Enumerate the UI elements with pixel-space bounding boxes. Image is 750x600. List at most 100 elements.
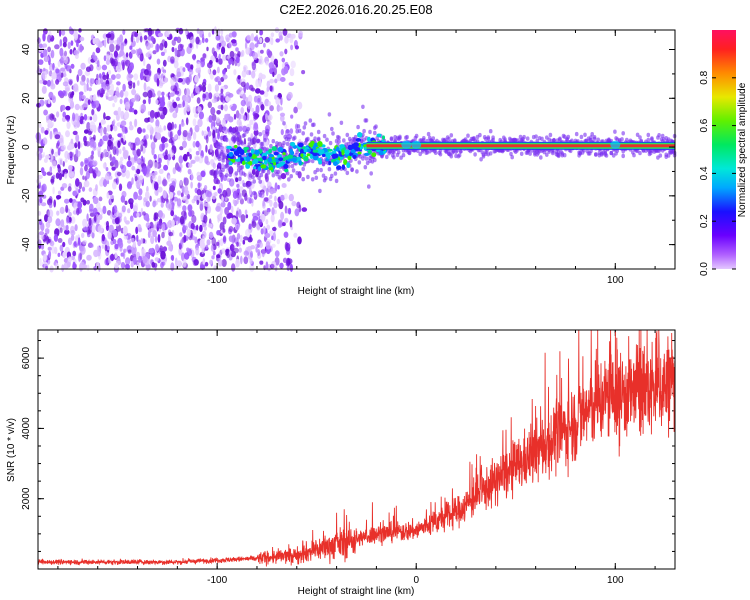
spectrogram-signal-halo — [285, 171, 290, 176]
spectrogram-noise-cell — [240, 99, 246, 107]
spectrogram-noise-cell — [79, 80, 86, 86]
spectrogram-noise-cell — [123, 150, 128, 160]
spectrogram-signal-halo — [302, 125, 307, 130]
spectrogram-signal-halo — [657, 133, 661, 138]
spectrogram-signal-halo — [303, 121, 308, 126]
spectrogram-noise-cell — [47, 246, 52, 251]
spectrogram-noise-cell — [257, 50, 261, 58]
spectrogram-signal-halo — [433, 150, 438, 155]
spectrogram-noise-cell — [158, 220, 163, 226]
spectrogram-noise-cell — [63, 56, 68, 65]
spectrogram-noise-cell — [106, 192, 110, 199]
spectrogram-noise-cell — [114, 217, 120, 225]
spectrogram-noise-cell — [125, 52, 129, 58]
spectrogram-noise-cell — [132, 40, 136, 47]
spectrogram-noise-cell — [44, 228, 50, 234]
spectrogram-noise-cell — [240, 214, 246, 223]
spectrogram-noise-cell — [142, 128, 146, 133]
spectrogram-noise-cell — [72, 250, 76, 257]
spectrogram-noise-cell — [42, 171, 47, 177]
spectrogram-noise-cell — [53, 199, 56, 208]
spectrogram-signal-halo — [488, 129, 493, 134]
colorbar-tick-label: 0.4 — [699, 166, 710, 180]
spectrogram-noise-cell — [64, 229, 70, 235]
spectrogram-noise-cell — [138, 188, 143, 196]
spectrogram-noise-cell — [169, 33, 173, 40]
spectrogram-noise-cell — [203, 130, 208, 137]
spectrogram-signal-cell — [353, 142, 359, 148]
spectrogram-noise-cell — [162, 106, 168, 116]
spectrogram-signal-halo — [235, 137, 240, 142]
spectrogram-signal-halo — [287, 137, 291, 142]
spectrogram-noise-cell — [218, 124, 223, 133]
spectrogram-signal-halo — [590, 132, 594, 137]
spectrogram-noise-cell — [150, 141, 156, 151]
spectrogram-noise-cell — [40, 244, 45, 250]
spectrogram-noise-cell — [131, 88, 137, 96]
spectrogram-noise-cell — [283, 66, 289, 74]
spectrogram-noise-cell — [196, 188, 202, 196]
spectrogram-noise-cell — [117, 133, 122, 138]
spectrogram-noise-cell — [48, 123, 52, 128]
spectrogram-noise-cell — [182, 153, 188, 162]
spectrogram-noise-cell — [289, 68, 295, 77]
snr-ticks: -100 0 100 2000 4000 6000 — [21, 330, 675, 586]
spectrogram-noise-cell — [131, 237, 135, 243]
spectrogram-noise-cell — [127, 208, 131, 214]
spectrogram-noise-cell — [137, 127, 142, 134]
spectrogram-noise-cell — [116, 37, 121, 46]
spectrogram-noise-cell — [212, 185, 216, 191]
spectrogram-noise-cell — [145, 134, 149, 140]
spectrogram-noise-cell — [47, 99, 51, 105]
spectrogram-noise-cell — [204, 185, 208, 190]
spectrogram-signal-halo — [373, 130, 377, 136]
spectrogram-noise-cell — [60, 72, 64, 78]
spectrogram-noise-cell — [139, 35, 143, 43]
spectrogram-noise-cell — [277, 184, 280, 190]
spectrogram-signal-halo — [592, 136, 597, 141]
spectrogram-noise-cell — [54, 246, 58, 255]
spectrogram-noise-cell — [174, 47, 178, 57]
spectrogram-noise-cell — [171, 46, 175, 53]
spectrogram-noise-cell — [253, 129, 259, 136]
spectrogram-signal-cell — [228, 161, 233, 166]
spectrogram-signal-halo — [226, 148, 230, 154]
spectrogram-noise-cell — [133, 118, 137, 128]
spectrogram-noise-cell — [103, 39, 107, 48]
spectrogram-noise-cell — [190, 181, 193, 189]
spectrogram-noise-cell — [219, 207, 223, 215]
spectrogram-noise-cell — [197, 118, 203, 128]
spectrogram-noise-cell — [140, 144, 144, 152]
spectrogram-noise-cell — [179, 232, 183, 237]
spectrogram-noise-cell — [184, 77, 190, 84]
spectrogram-noise-cell — [62, 81, 69, 87]
spectrogram-noise-cell — [38, 190, 44, 199]
spectrogram-signal-cell — [357, 132, 363, 138]
spectrogram-noise-cell — [280, 129, 284, 136]
spectrogram-noise-cell — [60, 219, 65, 228]
spectrogram-noise-cell — [120, 120, 127, 126]
spectrogram-signal-halo — [660, 133, 665, 139]
spectrogram-noise-cell — [157, 90, 162, 97]
spectrogram-noise-cell — [123, 248, 127, 253]
spectrogram-noise-cell — [39, 79, 44, 84]
spectrogram-signal-cell — [347, 144, 353, 151]
spectrogram-signal-halo — [339, 120, 344, 126]
spectrogram-signal-halo — [357, 160, 362, 165]
spectrogram-noise-cell — [100, 87, 104, 97]
spectrogram-signal-halo — [466, 133, 470, 138]
spectrogram-noise-cell — [218, 42, 222, 48]
spectrogram-noise-cell — [38, 123, 42, 129]
spectrogram-noise-cell — [49, 240, 55, 247]
spectrogram-noise-cell — [208, 32, 211, 38]
spectrogram-noise-cell — [288, 193, 294, 202]
spectrogram-noise-cell — [298, 30, 303, 38]
spectrogram-noise-cell — [206, 239, 211, 246]
spectrogram-noise-cell — [238, 126, 243, 132]
spectrogram-noise-cell — [215, 34, 221, 41]
colorbar-tick-label: 0.0 — [699, 262, 710, 276]
spectrogram-noise-cell — [76, 74, 79, 83]
spectrogram-noise-cell — [177, 78, 183, 83]
spectrogram-carrier-core — [366, 144, 675, 148]
spectrogram-noise-cell — [173, 214, 178, 222]
